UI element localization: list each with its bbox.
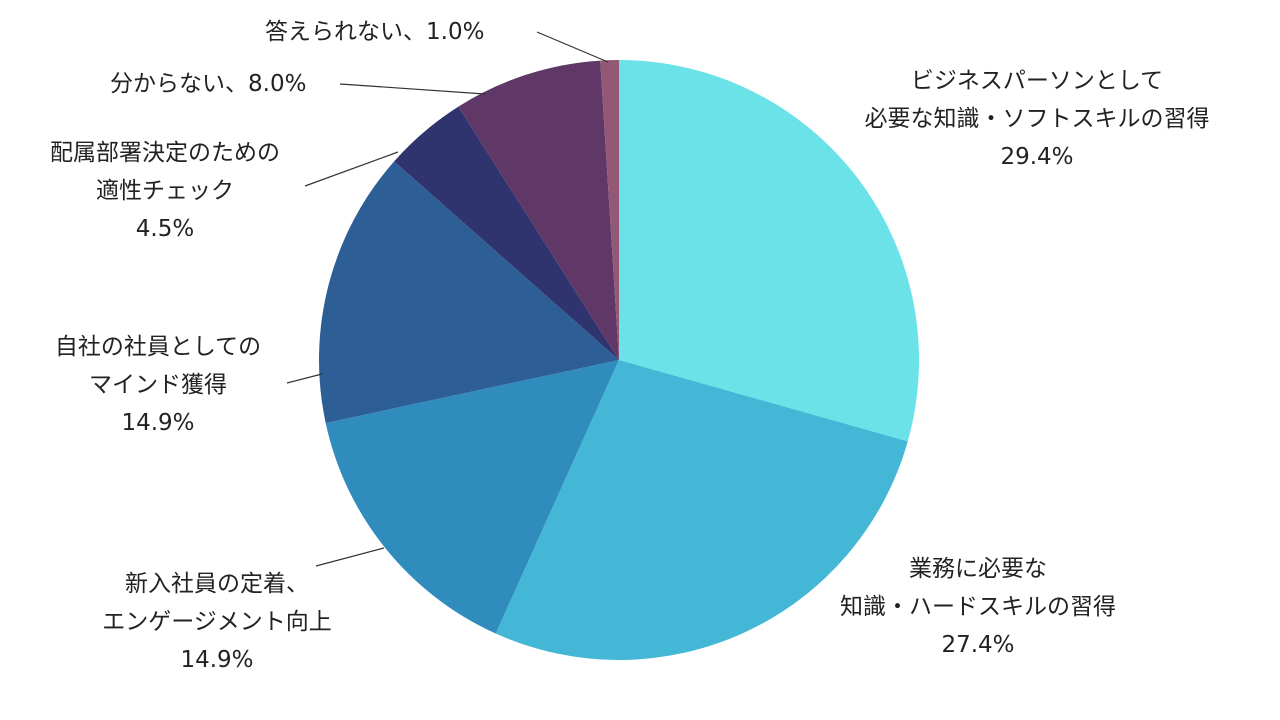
- slice-label-3-line-0: 自社の社員としての: [54, 334, 262, 360]
- slice-label-0-line-1: 必要な知識・ソフトスキルの習得: [864, 106, 1210, 132]
- slice-label-5-line-0: 分からない、8.0%: [110, 71, 307, 97]
- pie-slice-5: [458, 60, 619, 361]
- slice-label-0-line-0: ビジネスパーソンとして: [910, 68, 1164, 94]
- pie-slice-1: [495, 360, 908, 660]
- slice-value-3: 14.9%: [121, 410, 195, 436]
- slice-label-0: ビジネスパーソンとして必要な知識・ソフトスキルの習得 29.4%: [865, 62, 1210, 176]
- pie-slice-4: [394, 106, 619, 360]
- slice-label-6-line-0: 答えられない、1.0%: [265, 19, 485, 45]
- leader-line-2: [315, 547, 385, 567]
- slice-value-4: 4.5%: [135, 216, 195, 242]
- slice-label-3-line-1: マインド獲得: [89, 372, 227, 398]
- pie-slice-3: [319, 161, 619, 424]
- slice-value-1: 27.4%: [941, 632, 1015, 658]
- slice-label-2-line-0: 新入社員の定着、: [124, 571, 309, 597]
- slice-label-6: 答えられない、1.0%: [265, 13, 484, 51]
- slice-label-4-line-0: 配属部署決定のための: [50, 140, 280, 166]
- pie-slice-0: [619, 60, 919, 442]
- slice-label-2: 新入社員の定着、 エンゲージメント向上 14.9%: [102, 565, 332, 679]
- slice-label-1-line-0: 業務に必要な: [909, 556, 1047, 582]
- leader-line-6: [536, 31, 609, 63]
- slice-label-3: 自社の社員としての マインド獲得 14.9%: [55, 328, 261, 442]
- slice-label-1: 業務に必要な知識・ハードスキルの習得 27.4%: [840, 550, 1116, 664]
- slice-value-0: 29.4%: [1000, 144, 1074, 170]
- slice-label-2-line-1: エンゲージメント向上: [102, 609, 332, 635]
- pie-slice-6: [600, 60, 619, 360]
- leader-line-4: [304, 151, 399, 187]
- slice-label-4: 配属部署決定のための 適性チェック 4.5%: [50, 134, 280, 248]
- slice-label-1-line-1: 知識・ハードスキルの習得: [840, 594, 1116, 620]
- leader-line-5: [339, 83, 486, 95]
- slice-label-4-line-1: 適性チェック: [96, 178, 234, 204]
- slice-value-2: 14.9%: [180, 647, 254, 673]
- slice-label-5: 分からない、8.0%: [110, 65, 306, 103]
- pie-slice-2: [325, 360, 619, 634]
- leader-line-3: [286, 373, 323, 384]
